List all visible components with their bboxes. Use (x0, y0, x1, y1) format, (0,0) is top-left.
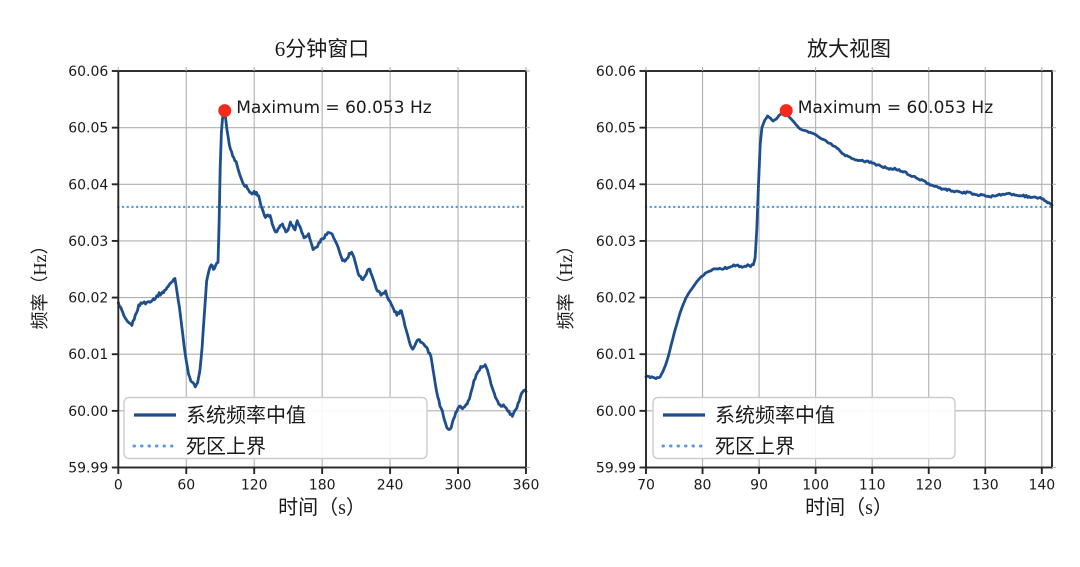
y-tick-label: 60.05 (68, 121, 108, 137)
legend-label: 死区上界 (715, 435, 795, 458)
legend-label: 系统频率中值 (186, 404, 306, 427)
max-annotation: Maximum = 60.053 Hz (236, 98, 431, 118)
y-axis-label: 频率（Hz） (30, 237, 50, 330)
plot-border (645, 70, 1053, 469)
x-tick-label: 300 (445, 478, 472, 494)
y-tick-label: 59.99 (68, 461, 108, 477)
x-tick-label: 100 (802, 478, 829, 494)
x-tick-label: 60 (177, 478, 195, 494)
y-tick-label: 60.00 (596, 404, 636, 420)
x-tick-label: 70 (637, 478, 655, 494)
y-tick-label: 60.00 (68, 404, 108, 420)
y-axis-label: 频率（Hz） (556, 237, 576, 330)
legend-frame (123, 396, 428, 460)
y-tick-label: 60.04 (68, 177, 108, 193)
x-tick-label: 240 (377, 478, 404, 494)
max-marker (779, 104, 793, 118)
legend-label: 死区上界 (186, 435, 266, 458)
frequency-line (116, 109, 528, 431)
chart-title: 放大视图 (807, 37, 891, 61)
x-tick-label: 180 (309, 478, 336, 494)
chart-title: 6分钟窗口 (275, 37, 370, 61)
legend-label: 系统频率中值 (715, 404, 835, 427)
y-tick-label: 60.04 (596, 177, 636, 193)
x-tick-label: 90 (750, 478, 768, 494)
y-tick-label: 60.06 (68, 64, 108, 80)
x-tick-label: 120 (241, 478, 268, 494)
y-tick-label: 60.01 (68, 347, 108, 363)
x-tick-label: 140 (1028, 478, 1055, 494)
max-marker (218, 104, 232, 118)
frequency-line (644, 109, 1054, 381)
y-tick-label: 60.01 (596, 347, 636, 363)
y-tick-label: 60.02 (68, 291, 108, 307)
max-annotation: Maximum = 60.053 Hz (798, 98, 993, 118)
left-chart-6min-window: 系统频率中值 死区上界 0 60 120 180 240 300 360 59.99 60.00 60… (30, 37, 540, 519)
x-tick-label: 0 (114, 478, 123, 494)
x-axis-label: 时间（s） (805, 496, 893, 519)
right-chart-zoomed-view: 系统频率中值 死区上界 70 80 90 100 110 120 130 140 59.99 60.0… (540, 0, 1080, 567)
x-tick-label: 80 (694, 478, 712, 494)
x-axis-label: 时间（s） (278, 496, 366, 519)
y-tick-label: 59.99 (596, 461, 636, 477)
y-tick-label: 60.02 (596, 291, 636, 307)
x-tick-label: 120 (915, 478, 942, 494)
y-tick-label: 60.06 (596, 64, 636, 80)
x-tick-label: 110 (859, 478, 886, 494)
x-tick-label: 360 (513, 478, 540, 494)
x-tick-label: 130 (972, 478, 999, 494)
y-tick-label: 60.03 (68, 234, 108, 250)
y-tick-label: 60.05 (596, 121, 636, 137)
y-tick-label: 60.03 (596, 234, 636, 250)
legend-frame (652, 396, 956, 460)
